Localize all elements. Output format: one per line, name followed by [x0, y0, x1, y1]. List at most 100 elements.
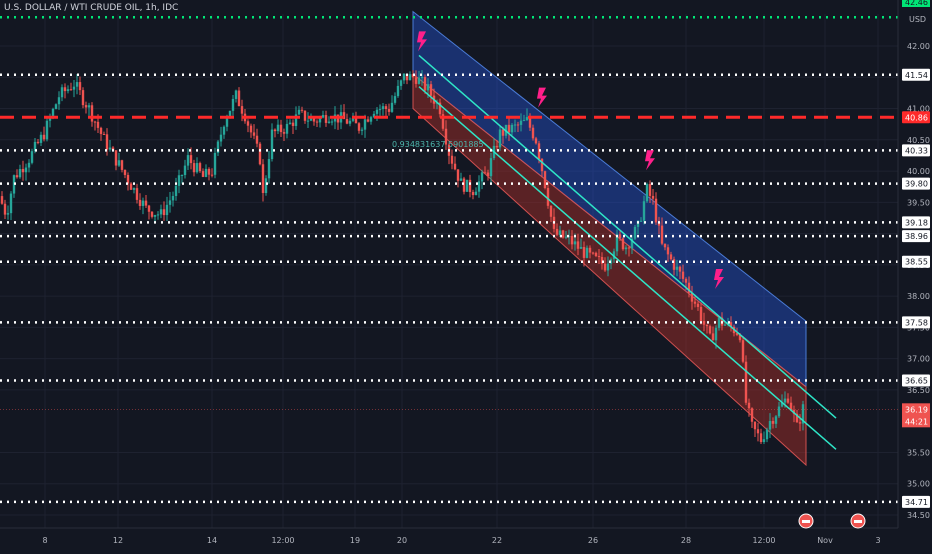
- candle-body: [762, 439, 766, 443]
- x-tick-label: 26: [588, 536, 598, 545]
- candle-body: [15, 175, 19, 178]
- last-price-badge: [902, 403, 930, 428]
- candle-body: [408, 74, 412, 81]
- candle-body: [63, 87, 67, 92]
- candle-body: [84, 105, 88, 108]
- candle-body: [300, 109, 304, 111]
- lightning-bolt-icon: [645, 150, 655, 171]
- candle-body: [630, 238, 634, 249]
- candle-body: [786, 398, 790, 403]
- candle-body: [507, 124, 511, 133]
- candle-body: [621, 238, 625, 250]
- candle-body: [561, 230, 565, 238]
- candle-body: [108, 147, 112, 150]
- candle-body: [114, 150, 118, 166]
- candle-body: [240, 106, 244, 114]
- candle-body: [261, 164, 265, 193]
- candle-body: [519, 120, 523, 125]
- candle-body: [162, 209, 166, 216]
- candle-body: [210, 174, 214, 176]
- price-axis: [898, 0, 932, 550]
- candle-body: [615, 234, 619, 252]
- candle-body: [309, 118, 313, 121]
- candle-body: [315, 121, 319, 123]
- candle-body: [168, 200, 172, 205]
- candle-body: [57, 97, 61, 105]
- candle-body: [324, 115, 328, 123]
- candle-body: [33, 141, 37, 152]
- candle-body: [186, 155, 190, 166]
- candle-body: [282, 132, 286, 134]
- candle-body: [348, 120, 352, 124]
- candle-body: [585, 247, 589, 258]
- candle-body: [699, 306, 703, 321]
- candle-body: [141, 200, 145, 206]
- candle-body: [495, 145, 499, 148]
- candle-body: [297, 109, 301, 115]
- level-badge: [902, 0, 930, 7]
- chart-title: U.S. DOLLAR / WTI CRUDE OIL, 1h, IDC: [4, 3, 179, 13]
- candle-body: [183, 165, 187, 176]
- candle-body: [258, 143, 262, 165]
- candle-body: [123, 169, 127, 175]
- candle-body: [99, 127, 103, 134]
- candle-body: [714, 327, 718, 341]
- candle-body: [234, 90, 238, 99]
- candle-body: [648, 184, 652, 196]
- candle-body: [681, 271, 685, 279]
- candle-body: [54, 104, 58, 109]
- candle-body: [528, 117, 532, 128]
- candle-body: [357, 123, 361, 131]
- candle-body: [576, 241, 580, 249]
- candle-body: [249, 125, 253, 133]
- candle-body: [756, 429, 760, 434]
- candle-body: [369, 117, 373, 122]
- candle-body: [708, 326, 712, 334]
- x-tick-label: 19: [350, 536, 360, 545]
- candle-body: [777, 406, 781, 417]
- candle-body: [597, 256, 601, 258]
- candle-body: [3, 203, 7, 215]
- candle-body: [285, 123, 289, 134]
- candle-body: [312, 118, 316, 122]
- candle-body: [270, 129, 274, 160]
- candle-body: [375, 109, 379, 114]
- candle-body: [573, 241, 577, 245]
- candle-body: [42, 134, 46, 140]
- candle-body: [771, 421, 775, 424]
- y-tick-label: 36.50: [907, 386, 930, 395]
- candle-body: [735, 333, 739, 335]
- candle-body: [525, 117, 529, 121]
- candle-body: [477, 181, 481, 192]
- candle-body: [591, 252, 595, 254]
- candle-body: [498, 129, 502, 148]
- candle-body: [267, 159, 271, 179]
- candle-body: [135, 188, 139, 200]
- candle-body: [657, 222, 661, 226]
- candle-body: [675, 266, 679, 270]
- candle-body: [501, 129, 505, 136]
- candle-body: [639, 220, 643, 222]
- candle-body: [288, 122, 292, 124]
- currency-label: USD: [909, 15, 926, 24]
- level-badge: [902, 111, 930, 124]
- candle-body: [327, 121, 331, 123]
- level-badge-label: 40.86: [905, 113, 928, 122]
- candle-body: [579, 247, 583, 249]
- x-tick-label: 12:00: [271, 536, 294, 545]
- y-tick-label: 39.50: [907, 198, 930, 207]
- candle-body: [78, 82, 82, 91]
- candle-body: [69, 89, 73, 91]
- candle-body: [105, 134, 109, 150]
- candle-body: [780, 402, 784, 407]
- candle-body: [636, 220, 640, 227]
- candle-body: [633, 226, 637, 239]
- candle-body: [204, 168, 208, 177]
- candle-body: [303, 110, 307, 121]
- level-badge: [902, 230, 930, 243]
- candle-body: [669, 254, 673, 260]
- candle-body: [429, 84, 433, 96]
- candle-body: [717, 317, 721, 328]
